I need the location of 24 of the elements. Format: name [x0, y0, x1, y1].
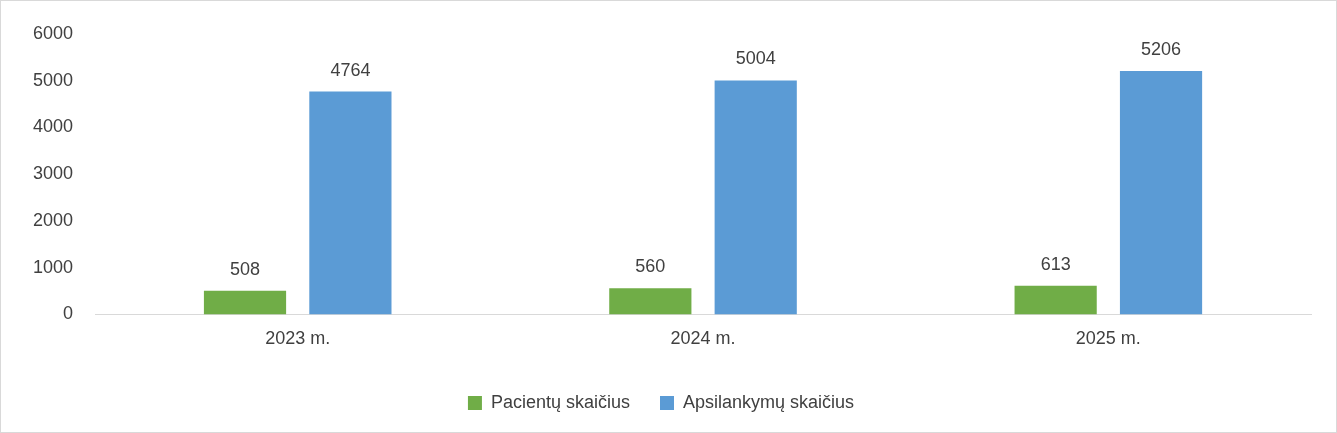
x-tick-label: 2023 m.	[265, 328, 331, 349]
data-label: 508	[229, 258, 261, 279]
data-label: 4764	[330, 59, 371, 80]
legend-label: Pacientų skaičius	[490, 391, 631, 412]
bar	[609, 288, 692, 315]
data-label: 613	[1040, 253, 1071, 274]
bar	[1014, 285, 1097, 315]
y-tick-label: 5000	[33, 69, 74, 90]
y-tick-label: 0	[63, 303, 74, 324]
bar	[203, 290, 287, 315]
data-label: 5004	[735, 48, 776, 69]
x-tick-label: 2025 m.	[1075, 328, 1141, 349]
bar	[1119, 70, 1203, 315]
y-tick-label: 2000	[33, 209, 74, 230]
bar	[714, 80, 797, 315]
y-tick-label: 1000	[33, 256, 74, 277]
legend-label: Apsilankymų skaičius	[683, 391, 855, 412]
data-label: 560	[635, 256, 666, 277]
data-label: 5206	[1141, 38, 1182, 59]
x-tick-label: 2024 m.	[670, 328, 736, 349]
y-tick-label: 4000	[33, 116, 74, 137]
y-tick-label: 6000	[33, 22, 74, 43]
y-tick-label: 3000	[33, 163, 74, 184]
bar	[309, 91, 392, 315]
